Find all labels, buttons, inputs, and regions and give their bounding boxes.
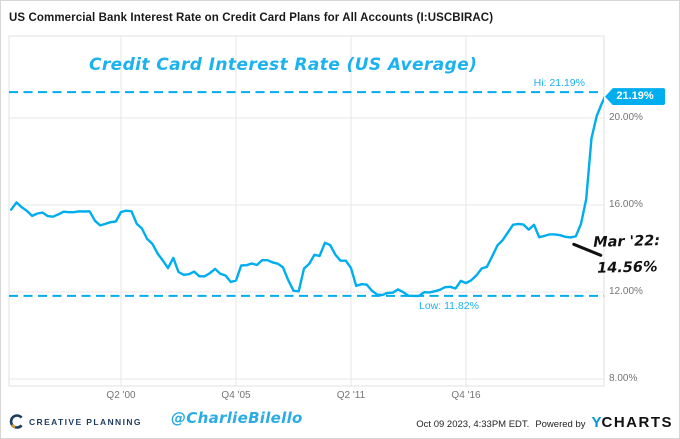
x-tick-label: Q4 '05 [221, 390, 251, 401]
y-tick-label: 20.00% [609, 112, 643, 123]
footer: CREATIVE PLANNING @CharlieBilello Oct 09… [1, 406, 679, 438]
plot-border [8, 35, 605, 387]
ycharts-logo-y: Y [591, 414, 602, 431]
low-line-label: Low: 11.82% [419, 299, 479, 312]
mar22-annotation-line2: 14.56% [596, 259, 658, 278]
chart-credit: Oct 09 2023, 4:33PM EDT. Powered by YCHA… [416, 414, 673, 431]
interest-rate-line [10, 95, 604, 298]
last-value-tag: 21.19% [605, 88, 665, 106]
annotation-pointer-line [572, 242, 603, 257]
x-tick-label: Q2 '11 [336, 390, 366, 401]
powered-by-label: Powered by [535, 419, 586, 430]
ycharts-logo[interactable]: YCHARTS [591, 414, 673, 431]
creative-planning-label: CREATIVE PLANNING [29, 416, 142, 427]
x-tick-label: Q2 '00 [106, 390, 136, 401]
ycharts-logo-charts: CHARTS [601, 414, 673, 431]
creative-planning-logo-icon [9, 414, 23, 429]
mar22-annotation: Mar '22: 14.56% [588, 228, 665, 282]
creative-planning-brand: CREATIVE PLANNING [9, 414, 142, 429]
timestamp: Oct 09 2023, 4:33PM EDT. [416, 419, 530, 430]
y-tick-label: 16.00% [609, 199, 643, 210]
y-tick-label: 8.00% [609, 373, 638, 384]
chart-title: Credit Card Interest Rate (US Average) [89, 55, 478, 75]
page-title: US Commercial Bank Interest Rate on Cred… [9, 12, 494, 24]
y-tick-label: 12.00% [609, 286, 643, 297]
mar22-annotation-line1: Mar '22: [593, 233, 661, 252]
x-tick-label: Q4 '16 [451, 390, 481, 401]
twitter-handle[interactable]: @CharlieBilello [171, 409, 303, 427]
hi-line-label: Hi: 21.19% [533, 77, 585, 90]
